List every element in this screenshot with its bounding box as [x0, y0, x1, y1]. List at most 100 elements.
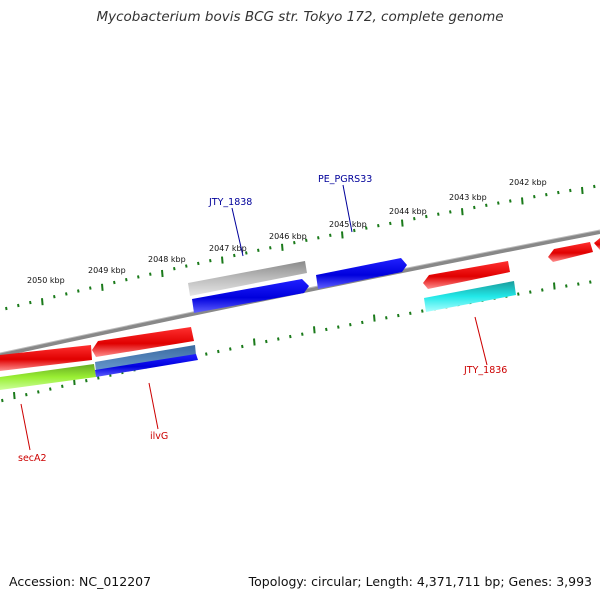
tick-label-2049: 2049 kbp [88, 266, 126, 275]
label-jty1836[interactable]: JTY_1836 [463, 365, 507, 376]
label-ilvg[interactable]: ilvG [150, 431, 168, 442]
gene-pe-pgrs33[interactable] [316, 258, 407, 289]
tick-minor [529, 290, 532, 294]
tick-major [253, 338, 256, 346]
tick-minor [389, 221, 392, 226]
leader-line-jty1838 [231, 207, 244, 257]
tick-minor [233, 253, 236, 258]
tick-minor [205, 352, 208, 356]
tick-minor [517, 292, 520, 296]
gene-ilvg[interactable] [95, 345, 196, 372]
label-jty1838[interactable]: JTY_1838 [208, 197, 252, 208]
gene-reverse-red-edge[interactable] [594, 238, 600, 250]
tick-minor [125, 278, 128, 282]
tick-minor [557, 190, 560, 195]
gene-forward-blue-1[interactable] [192, 279, 309, 313]
tick-minor [425, 214, 428, 219]
tick-minor [397, 313, 400, 318]
tick-major [313, 326, 316, 334]
tick-minor [353, 228, 356, 233]
tick-minor [541, 288, 544, 292]
tick-minor [385, 316, 388, 320]
tick-minor [197, 261, 200, 266]
tick-major [521, 197, 524, 205]
tick-minor [185, 264, 188, 268]
tick-minor [421, 309, 424, 313]
tick-minor [49, 387, 52, 391]
tick-minor [17, 303, 20, 308]
tick-minor [229, 347, 232, 351]
tick-minor [113, 280, 116, 285]
gene-reverse-red-mid[interactable] [92, 327, 194, 357]
tick-label-2050: 2050 kbp [27, 276, 65, 285]
tick-minor [377, 224, 380, 228]
gene-reverse-red-upper[interactable] [423, 261, 510, 289]
tick-major [401, 219, 404, 227]
tick-minor [173, 267, 176, 271]
tick-major [581, 186, 584, 195]
tick-minor [413, 217, 416, 221]
genome-summary-text: Topology: circular; Length: 4,371,711 bp… [248, 574, 592, 589]
tick-minor [149, 272, 152, 276]
tick-minor [65, 292, 68, 296]
tick-minor [217, 349, 220, 354]
tick-minor [29, 300, 32, 305]
tick-label-2043: 2043 kbp [449, 193, 487, 202]
tick-minor [77, 289, 80, 293]
tick-minor [437, 212, 440, 216]
tick-row-outer [5, 184, 596, 311]
tick-minor [533, 195, 536, 199]
tick-major [341, 231, 344, 239]
tick-major [553, 282, 556, 290]
tick-minor [317, 236, 320, 240]
tick-label-2045: 2045 kbp [329, 220, 367, 229]
tick-minor [137, 275, 140, 279]
tick-minor [485, 203, 488, 207]
tick-label-2044: 2044 kbp [389, 207, 427, 216]
tick-label-2046: 2046 kbp [269, 232, 307, 241]
gene-reverse-red-far[interactable] [548, 242, 593, 262]
tick-minor [1, 398, 4, 403]
label-seca2[interactable]: secA2 [18, 453, 47, 464]
tick-minor [449, 210, 452, 214]
tick-major [281, 243, 284, 251]
label-pe-pgrs33[interactable]: PE_PGRS33 [318, 174, 372, 185]
tick-minor [361, 320, 364, 325]
tick-minor [545, 193, 548, 197]
tick-minor [305, 238, 308, 242]
tick-minor [289, 334, 292, 339]
tick-minor [301, 332, 304, 336]
gene-seca2[interactable] [0, 364, 96, 390]
tick-minor [409, 311, 412, 315]
tick-minor [277, 337, 280, 341]
tick-minor [53, 295, 56, 299]
tick-minor [337, 325, 340, 329]
tick-row-inner [1, 280, 592, 403]
tick-major [373, 314, 376, 322]
tick-minor [37, 390, 40, 394]
tick-label-2048: 2048 kbp [148, 255, 186, 264]
tick-minor [25, 393, 28, 397]
gene-jty1838[interactable] [188, 261, 307, 296]
gene-jty1836[interactable] [424, 281, 516, 312]
tick-major [101, 283, 104, 291]
tick-label-2047: 2047 kbp [209, 244, 247, 253]
leader-line-jty1836 [474, 316, 488, 366]
tick-minor [577, 282, 580, 286]
tick-minor [241, 344, 244, 349]
gene-reverse-red-left[interactable] [0, 345, 92, 371]
leader-line-ilvg [148, 382, 159, 430]
tick-minor [293, 241, 296, 245]
leader-line-pe-pgrs33 [342, 184, 353, 233]
tick-minor [5, 306, 8, 311]
tick-minor [245, 251, 248, 255]
tick-minor [61, 384, 64, 388]
tick-major [41, 298, 44, 306]
tick-minor [209, 259, 212, 263]
tick-minor [89, 286, 92, 290]
tick-minor [349, 323, 352, 327]
gene-forward-blue-2[interactable] [95, 354, 198, 377]
tick-major [161, 269, 164, 278]
tick-major [221, 256, 224, 264]
